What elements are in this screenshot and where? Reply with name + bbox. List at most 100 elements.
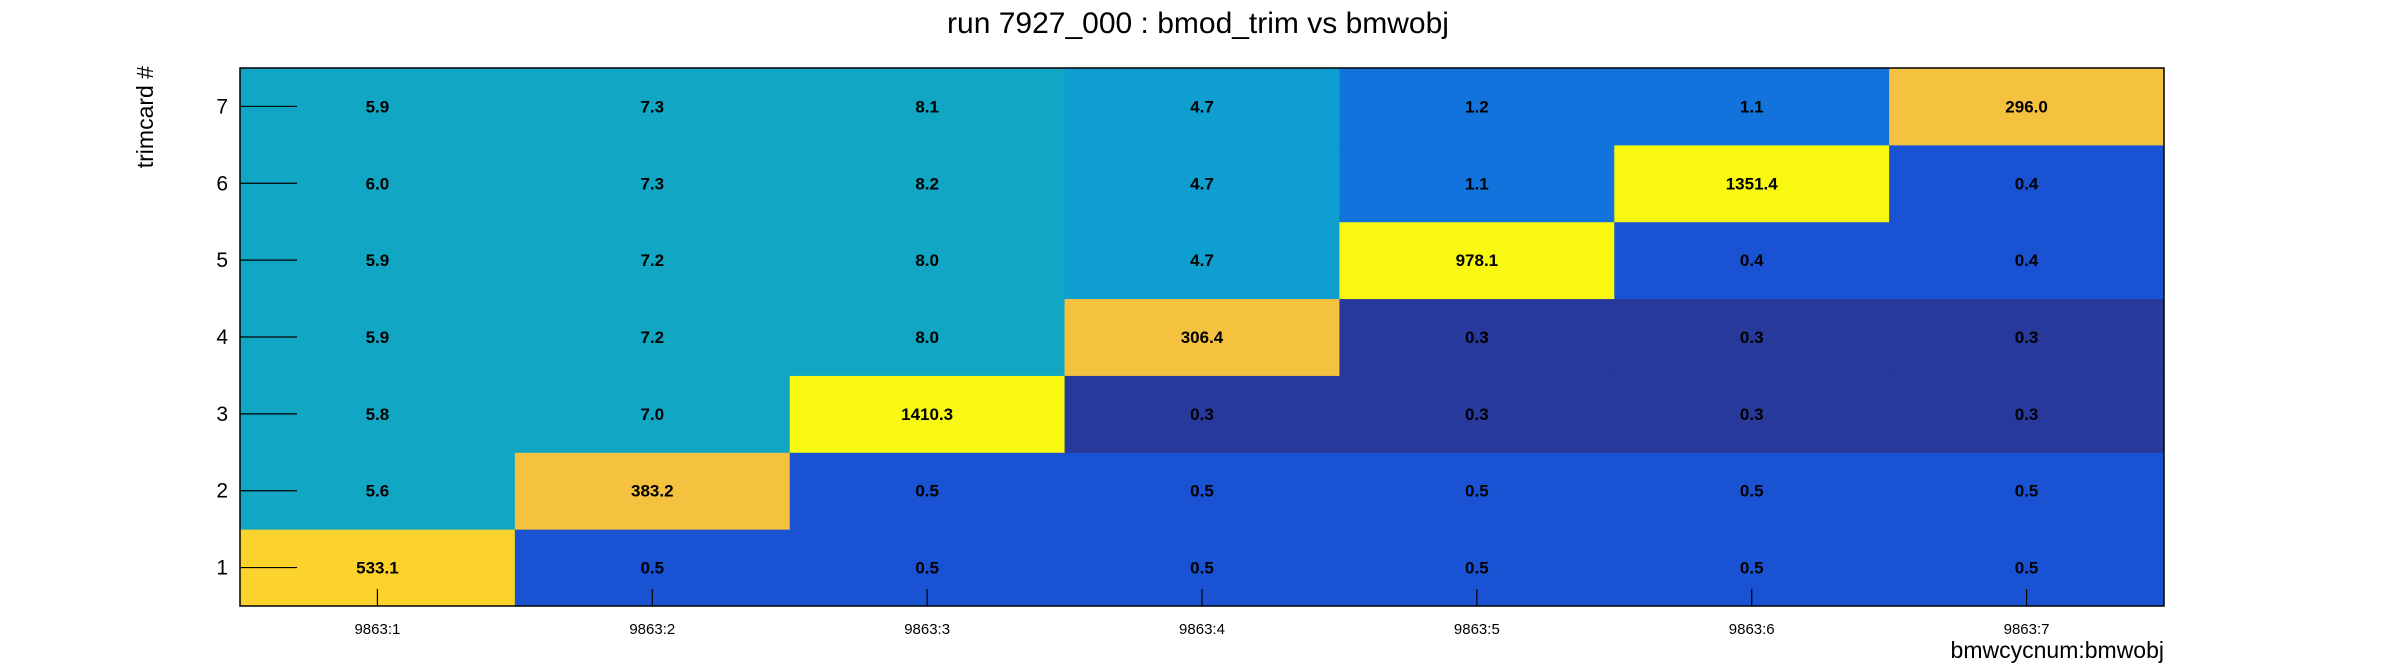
cell-value-label: 0.4 [2015,174,2039,193]
cell-value-label: 0.3 [2015,328,2039,347]
cell-value-label: 0.5 [1190,559,1214,578]
heatmap-cell [1064,452,1340,530]
heatmap-cell [1889,221,2165,300]
cell-value-label: 4.7 [1190,251,1214,270]
y-tick-label: 1 [216,557,228,580]
cell-value-label: 533.1 [356,559,399,578]
cell-labels: 533.1 0.5 0.5 0.5 0.5 0.5 0.5 5.6 383.2 0.5 0.5 0.5… [356,97,2048,577]
cell-value-label: 0.5 [2015,482,2039,501]
y-tick-label: 6 [216,172,228,195]
heatmap-cell [789,375,1066,453]
y-tick-label: 7 [216,95,228,118]
heatmap-cell [1339,68,1615,146]
y-axis: 1 2 3 4 5 6 7 [216,95,297,580]
heatmap-cell [1614,452,1890,530]
heatmap-cell [1889,68,2165,146]
cell-value-label: 0.5 [1465,482,1489,501]
heatmap-cell [789,144,1066,223]
x-tick-label: 9863:6 [1729,621,1775,638]
heatmap-cell [1889,375,2165,453]
cell-value-label: 0.5 [1740,482,1764,501]
cell-value-label: 0.5 [915,559,939,578]
cell-value-label: 8.1 [915,97,939,116]
heatmap-cell [514,375,791,453]
cell-value-label: 0.3 [1740,405,1764,424]
cell-value-label: 7.2 [640,328,664,347]
x-axis: 9863:1 9863:2 9863:3 9863:4 9863:5 9863:6 9863… [354,589,2050,638]
cell-value-label: 8.0 [915,251,939,270]
heatmap-cell [1889,144,2165,223]
cell-value-label: 7.3 [640,174,664,193]
cell-value-label: 5.8 [366,405,390,424]
x-tick-label: 9863:2 [629,621,675,638]
x-tick-label: 9863:5 [1454,621,1500,638]
cell-value-label: 0.5 [915,482,939,501]
heatmap-cell [789,221,1066,300]
cell-value-label: 7.0 [640,405,664,424]
cell-value-label: 1.2 [1465,97,1489,116]
cell-value-label: 7.2 [640,251,664,270]
chart-title: run 7927_000 : bmod_trim vs bmwobj [947,7,1449,40]
cell-value-label: 0.3 [1190,405,1214,424]
cell-value-label: 1410.3 [901,405,953,424]
cell-value-label: 5.9 [366,251,390,270]
heatmap-cell [514,452,791,530]
cell-value-label: 978.1 [1456,251,1499,270]
cell-value-label: 0.3 [1740,328,1764,347]
heatmap-cell [514,221,791,300]
cell-value-label: 296.0 [2005,97,2048,116]
cell-value-label: 0.4 [2015,251,2039,270]
heatmap-cell [1064,144,1340,223]
heatmap-cell [1064,68,1340,146]
heatmap-cell [1889,298,2165,376]
y-tick-label: 5 [216,249,228,272]
cell-value-label: 0.5 [2015,559,2039,578]
heatmap-cell [1064,375,1340,453]
heatmap-cell [1614,221,1890,300]
heatmap-cell [1339,452,1615,530]
heatmap-cell [1339,221,1615,300]
heatmap-cell [1614,298,1890,376]
cell-value-label: 5.6 [366,482,390,501]
cell-value-label: 0.5 [1465,559,1489,578]
heatmap-cell [789,298,1066,376]
cell-value-label: 0.3 [1465,405,1489,424]
x-tick-label: 9863:3 [904,621,950,638]
cell-value-label: 0.5 [1190,482,1214,501]
cell-value-label: 4.7 [1190,174,1214,193]
heatmap-cell [1064,221,1340,300]
cell-value-label: 0.3 [2015,405,2039,424]
y-tick-label: 3 [216,403,228,426]
cell-value-label: 4.7 [1190,97,1214,116]
cell-value-label: 7.3 [640,97,664,116]
y-axis-label: trimcard # [132,66,158,168]
cell-value-label: 6.0 [366,174,390,193]
heatmap-cell [1339,298,1615,376]
cell-value-label: 0.5 [1740,559,1764,578]
heatmap-cell [514,144,791,223]
heatmap-cells [240,68,2165,607]
heatmap-cell [514,68,791,146]
heatmap-cell [514,298,791,376]
heatmap-cell [1339,375,1615,453]
heatmap-cell [1614,68,1890,146]
cell-value-label: 8.2 [915,174,939,193]
cell-value-label: 8.0 [915,328,939,347]
cell-value-label: 1351.4 [1726,174,1779,193]
heatmap-cell [1339,144,1615,223]
cell-value-label: 0.3 [1465,328,1489,347]
cell-value-label: 306.4 [1181,328,1224,347]
cell-value-label: 1.1 [1465,174,1489,193]
cell-value-label: 383.2 [631,482,674,501]
cell-value-label: 5.9 [366,97,390,116]
cell-value-label: 0.5 [640,559,664,578]
heatmap-cell [1614,375,1890,453]
x-tick-label: 9863:1 [354,621,400,638]
heatmap-cell [789,452,1066,530]
heatmap-cell [789,68,1066,146]
cell-value-label: 5.9 [366,328,390,347]
heatmap-cell [1889,452,2165,530]
cell-value-label: 0.4 [1740,251,1764,270]
y-tick-label: 2 [216,480,228,503]
